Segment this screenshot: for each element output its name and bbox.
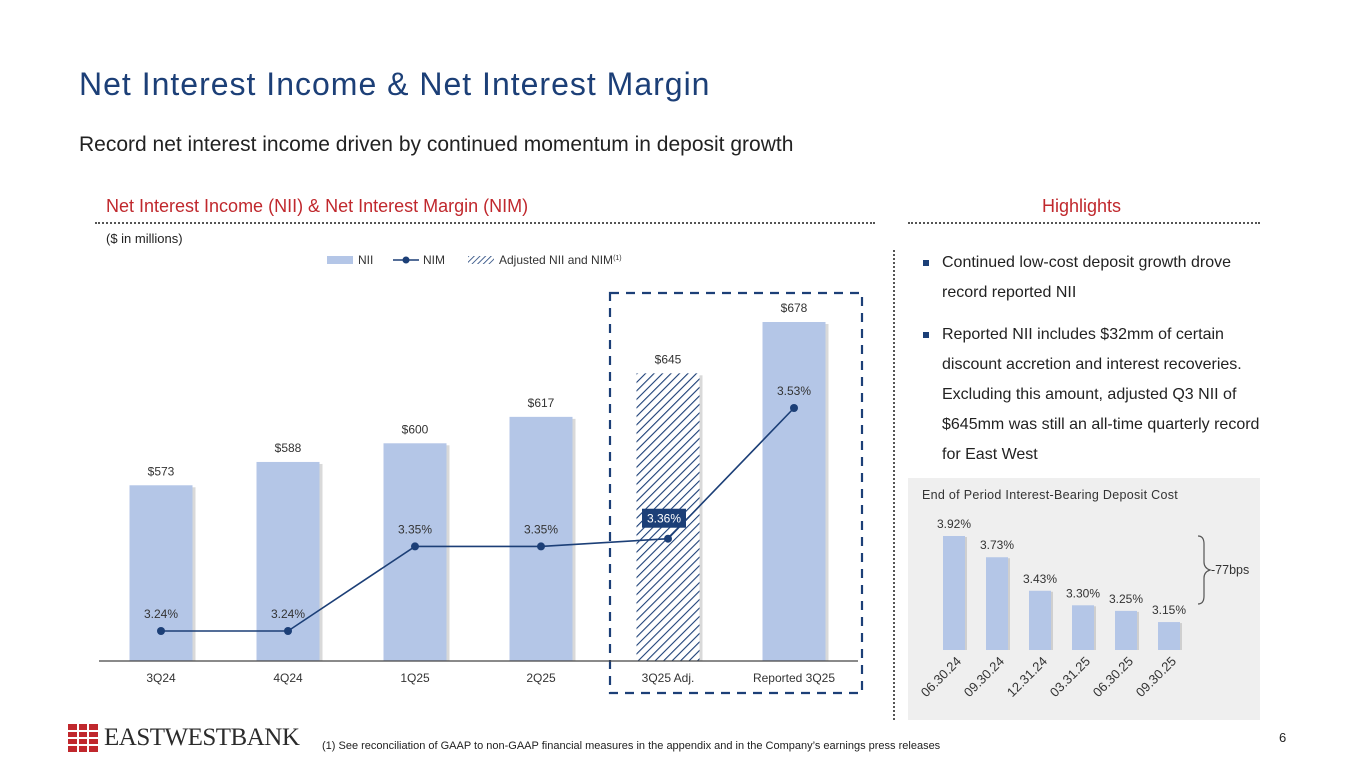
deposit-cost-title: End of Period Interest-Bearing Deposit C… — [922, 488, 1179, 502]
nii-value-label: $600 — [402, 422, 429, 436]
x-tick-label: 3Q24 — [146, 671, 176, 685]
nii-value-label: $645 — [655, 352, 682, 366]
nii-value-label: $588 — [275, 441, 302, 455]
company-logo: EASTWESTBANK — [68, 724, 300, 752]
deposit-cost-label: 3.43% — [1023, 572, 1057, 586]
nim-point — [664, 534, 672, 543]
legend-adjusted-swatch — [468, 256, 494, 264]
deposit-cost-tick-label: 09.30.25 — [1133, 654, 1179, 700]
nim-value-label: 3.35% — [524, 522, 558, 536]
nii-bar — [383, 443, 447, 661]
deposit-cost-bar — [1029, 590, 1051, 650]
page-title: Net Interest Income & Net Interest Margi… — [79, 66, 711, 102]
nim-point — [790, 404, 798, 412]
legend-adjusted-text: Adjusted NII and NIM — [499, 253, 613, 267]
deposit-cost-tick-label: 09.30.24 — [961, 654, 1007, 700]
highlights-heading: Highlights — [1042, 196, 1122, 216]
nim-value-label: 3.24% — [144, 607, 178, 621]
deposit-cost-bar — [1115, 610, 1137, 650]
page-subtitle: Record net interest income driven by con… — [79, 133, 794, 156]
legend-nii-label: NII — [358, 253, 373, 267]
highlight-text: Reported NII includes $32mm of certain d… — [942, 326, 1260, 463]
annotation-label: -77bps — [1211, 563, 1249, 577]
logo-text: EASTWESTBANK — [104, 724, 300, 751]
x-tick-label: 3Q25 Adj. — [642, 671, 695, 685]
nii-value-label: $573 — [148, 464, 175, 478]
highlight-item: Continued low-cost deposit growth drove … — [920, 248, 1260, 308]
nii-bar — [762, 322, 826, 661]
bullet-icon — [923, 332, 929, 338]
bullet-icon — [923, 260, 929, 266]
deposit-cost-panel: 3.92% 06.30.24 3.73% 09.30.24 3.43% 12.31.24 3… — [908, 478, 1260, 720]
deposit-cost-chart: 3.92% 06.30.24 3.73% 09.30.24 3.43% 12.31.24 3… — [918, 517, 1250, 700]
x-tick-label: 4Q24 — [273, 671, 303, 685]
units-label: ($ in millions) — [106, 231, 183, 246]
page-number: 6 — [1279, 730, 1287, 745]
highlight-item: Reported NII includes $32mm of certain d… — [920, 320, 1260, 470]
legend-adjusted-label: Adjusted NII and NIM(1) — [499, 253, 622, 267]
footnote: (1) See reconciliation of GAAP to non-GA… — [322, 740, 941, 752]
nim-point — [157, 627, 165, 635]
deposit-cost-label: 3.73% — [980, 538, 1014, 552]
deposit-cost-bar — [1072, 605, 1094, 650]
nii-value-label: $617 — [528, 396, 555, 410]
deposit-cost-tick-label: 03.31.25 — [1047, 654, 1093, 700]
chart-legend: NII NIM Adjusted NII and NIM(1) — [327, 253, 622, 267]
nim-value-label: 3.24% — [271, 607, 305, 621]
nim-point — [411, 542, 419, 551]
deposit-cost-bar — [943, 536, 965, 650]
x-tick-label: 2Q25 — [526, 671, 556, 685]
deposit-cost-bar — [1158, 622, 1180, 650]
legend-adjusted-superscript: (1) — [613, 255, 622, 262]
deposit-cost-label: 3.25% — [1109, 592, 1143, 606]
legend-nim-label: NIM — [423, 253, 445, 267]
deposit-cost-label: 3.92% — [937, 517, 971, 531]
deposit-cost-tick-label: 06.30.24 — [918, 654, 964, 700]
nim-value-label: 3.53% — [777, 384, 811, 398]
nii-value-label: $678 — [781, 301, 808, 315]
deposit-cost-label: 3.30% — [1066, 586, 1100, 600]
left-divider — [95, 222, 875, 224]
nii-bar — [509, 416, 573, 661]
deposit-cost-tick-label: 06.30.25 — [1090, 654, 1136, 700]
vertical-separator — [893, 250, 895, 720]
chart-section-heading: Net Interest Income (NII) & Net Interest… — [106, 196, 529, 216]
nim-line — [161, 407, 795, 632]
nim-value-label: 3.36% — [647, 512, 681, 526]
adjusted-highlight-box — [608, 291, 864, 695]
x-tick-label: 1Q25 — [400, 671, 430, 685]
annotation-brace — [1197, 535, 1212, 605]
deposit-cost-label: 3.15% — [1152, 603, 1186, 617]
legend-nim-marker — [402, 256, 410, 264]
logo-mark-icon — [68, 724, 98, 752]
deposit-cost-bar — [986, 557, 1008, 650]
x-tick-label: Reported 3Q25 — [753, 671, 835, 685]
legend-nii-swatch — [327, 256, 353, 264]
nim-value-label: 3.35% — [398, 522, 432, 536]
nim-point — [284, 627, 292, 635]
highlight-text: Continued low-cost deposit growth drove … — [942, 254, 1232, 301]
nim-label-box — [642, 508, 686, 528]
nim-point — [537, 542, 545, 551]
deposit-cost-tick-label: 12.31.24 — [1004, 654, 1050, 700]
right-divider — [908, 222, 1260, 224]
highlights-list: Continued low-cost deposit growth drove … — [920, 248, 1260, 482]
